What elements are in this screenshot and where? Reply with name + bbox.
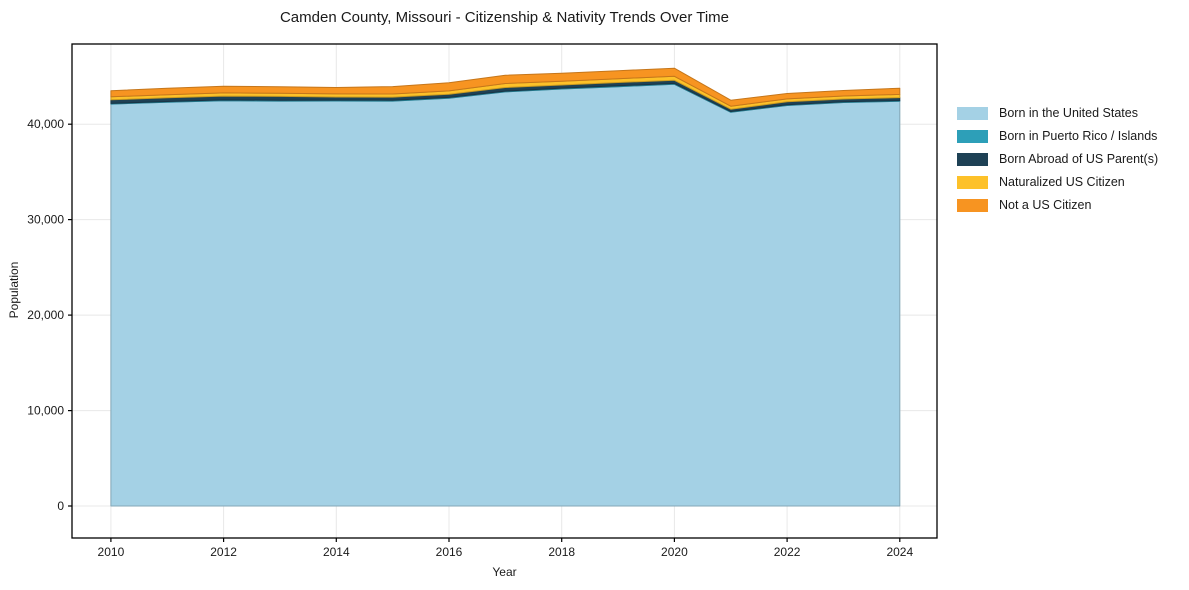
y-tick-label: 20,000 <box>27 308 64 322</box>
legend-item: Naturalized US Citizen <box>957 174 1158 190</box>
x-tick-label: 2016 <box>436 545 463 559</box>
x-tick-label: 2012 <box>210 545 237 559</box>
y-tick-label: 0 <box>57 499 64 513</box>
legend-swatch <box>957 152 988 166</box>
legend-label: Born in Puerto Rico / Islands <box>999 129 1158 143</box>
x-tick-label: 2020 <box>661 545 688 559</box>
plot-frame <box>71 43 938 539</box>
legend-label: Naturalized US Citizen <box>999 175 1125 189</box>
legend-item: Born Abroad of US Parent(s) <box>957 151 1158 167</box>
chart-title: Camden County, Missouri - Citizenship & … <box>279 9 730 26</box>
legend-swatch <box>957 198 988 212</box>
legend-label: Not a US Citizen <box>999 198 1092 212</box>
legend-swatch <box>957 106 988 120</box>
x-tick-label: 2024 <box>886 545 913 559</box>
area-not-a-us-citizen <box>110 67 901 107</box>
x-tick-label: 2010 <box>98 545 125 559</box>
legend-swatch <box>957 129 988 143</box>
x-tick-label: 2018 <box>548 545 575 559</box>
y-tick-label: 30,000 <box>27 213 64 227</box>
y-tick-label: 40,000 <box>27 117 64 131</box>
legend: Born in the United States Born in Puerto… <box>957 105 1158 213</box>
y-tick-label: 10,000 <box>27 404 64 418</box>
y-axis-label: Population <box>7 261 21 319</box>
x-tick-label: 2022 <box>774 545 801 559</box>
area-born-in-the-united-states <box>110 83 901 507</box>
x-axis-label: Year <box>492 565 517 579</box>
legend-item: Born in Puerto Rico / Islands <box>957 128 1158 144</box>
legend-label: Born in the United States <box>999 106 1138 120</box>
legend-item: Not a US Citizen <box>957 197 1158 213</box>
legend-label: Born Abroad of US Parent(s) <box>999 152 1159 166</box>
legend-swatch <box>957 175 988 189</box>
x-tick-label: 2014 <box>323 545 350 559</box>
legend-item: Born in the United States <box>957 105 1158 121</box>
